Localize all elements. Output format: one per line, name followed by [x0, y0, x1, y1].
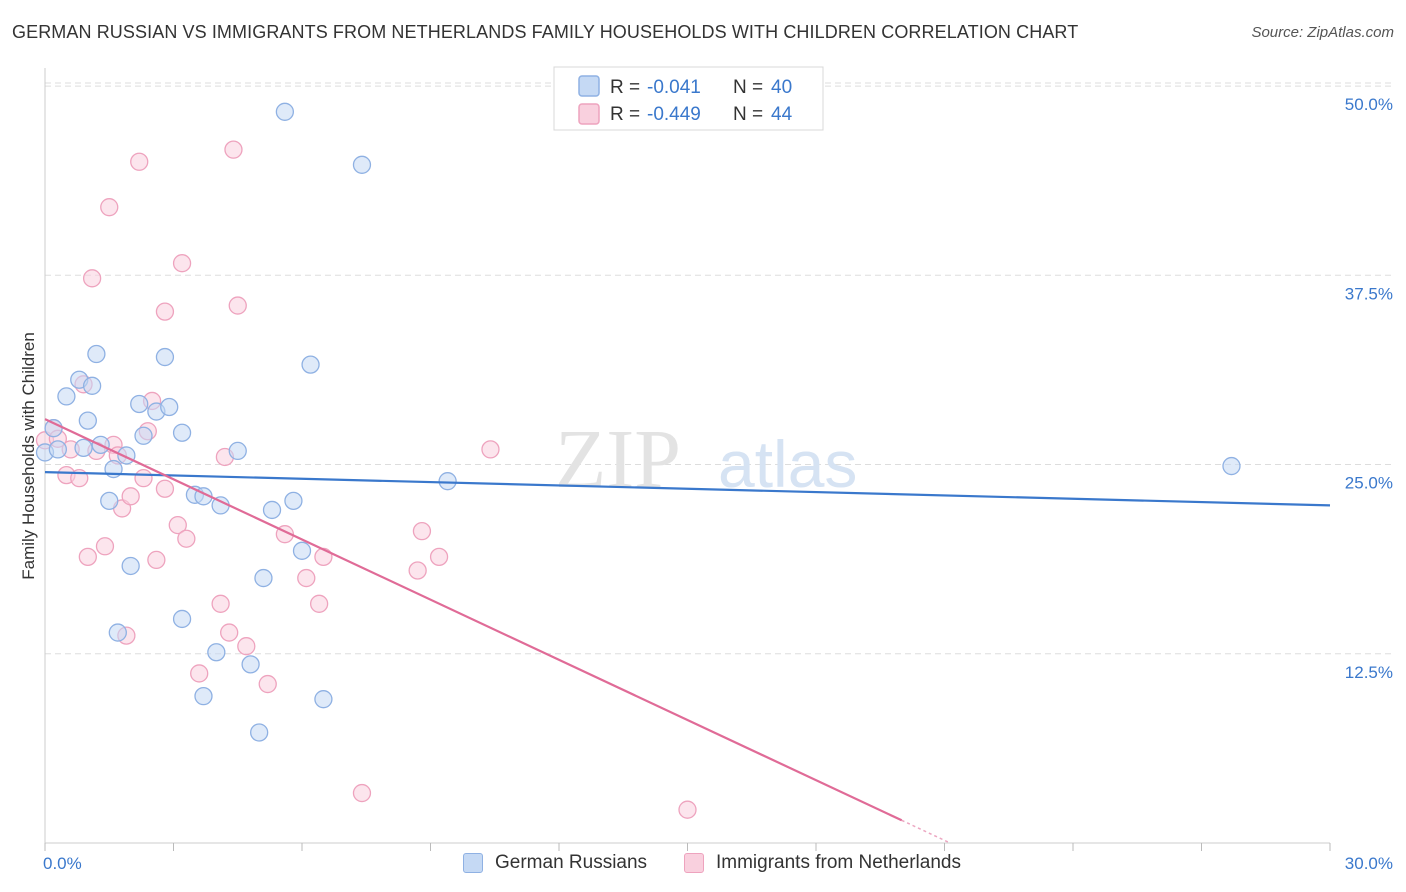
trendlines [44, 418, 1331, 844]
data-point [284, 491, 303, 511]
data-point [82, 376, 102, 395]
data-point [262, 500, 282, 520]
data-point [314, 690, 333, 709]
data-point [314, 547, 333, 567]
data-point [168, 515, 187, 535]
data-point [190, 664, 209, 683]
data-point [177, 529, 196, 548]
data-point [78, 411, 97, 430]
data-point [207, 643, 226, 662]
data-point [211, 594, 230, 613]
data-point [147, 550, 166, 570]
legend-r-value: -0.041 [647, 77, 701, 98]
trendline-immigrants-from-netherlands [44, 418, 903, 822]
data-point [95, 537, 115, 556]
data-point [121, 487, 140, 506]
data-point [352, 155, 372, 174]
data-point [172, 423, 192, 442]
y-tick-label: 12.5% [1345, 663, 1393, 682]
legend-swatch-pink [578, 103, 600, 125]
data-point [74, 438, 93, 458]
y-tick-label: 25.0% [1345, 474, 1393, 493]
data-point [121, 556, 140, 576]
data-point [100, 491, 119, 511]
data-point [134, 469, 153, 488]
data-point [172, 609, 192, 629]
x-ticks [44, 843, 1331, 851]
gridlines [45, 82, 1393, 655]
data-point [220, 623, 239, 642]
y-axis-label: Family Households with Children [19, 332, 38, 580]
data-point [250, 723, 269, 742]
data-point [241, 655, 260, 674]
data-point [228, 296, 247, 315]
legend-r-label: R = [610, 104, 640, 125]
legend-r-label: R = [610, 77, 640, 98]
data-point [108, 623, 127, 642]
data-point [155, 302, 175, 321]
data-point [172, 254, 192, 273]
y-tick-label: 37.5% [1345, 284, 1393, 303]
watermark-zip: ZIP [555, 413, 681, 506]
trendline-german-russians [44, 471, 1331, 507]
chart-title: GERMAN RUSSIAN VS IMMIGRANTS FROM NETHER… [12, 22, 1079, 42]
data-point [412, 521, 432, 541]
legend-swatch-blue [463, 853, 483, 873]
data-point [438, 472, 457, 491]
data-point [194, 687, 213, 706]
data-point [57, 387, 76, 406]
watermark: ZIP atlas [555, 413, 857, 506]
data-point [678, 800, 697, 819]
series-german-russians [35, 102, 1241, 742]
data-point [237, 637, 256, 656]
data-point [155, 479, 175, 498]
legend-label: Immigrants from Netherlands [716, 852, 961, 873]
data-point [408, 561, 427, 580]
legend-swatch-pink [684, 853, 704, 873]
data-point [352, 783, 372, 803]
legend-n-value: 44 [771, 104, 793, 125]
data-point [254, 568, 273, 588]
data-point [160, 397, 179, 417]
data-point [258, 674, 277, 694]
data-point [100, 198, 119, 217]
data-point [155, 347, 175, 367]
data-point [78, 547, 97, 567]
legend-r-value: -0.449 [647, 104, 701, 125]
legend-n-value: 40 [771, 77, 792, 98]
legend-swatch-blue [578, 75, 600, 97]
data-point [130, 394, 149, 414]
data-point [297, 568, 316, 588]
legend-item-immigrants-from-netherlands: Immigrants from Netherlands [684, 852, 961, 874]
y-tick-labels: 12.5% 25.0% 37.5% 50.0% [1345, 95, 1393, 682]
data-point [429, 547, 449, 567]
legend-item-german-russians: German Russians [463, 852, 647, 874]
legend-top: R = -0.041 N = 40 R = -0.449 N = 44 [553, 66, 824, 131]
data-point [1222, 456, 1241, 476]
data-point [292, 541, 312, 560]
data-point [130, 152, 149, 171]
data-point [481, 440, 500, 459]
chart-source: Source: ZipAtlas.com [1251, 24, 1394, 41]
y-tick-label: 50.0% [1345, 95, 1393, 114]
watermark-atlas: atlas [718, 427, 857, 501]
data-point [82, 269, 102, 288]
data-point [228, 441, 247, 461]
data-point [309, 594, 329, 613]
x-tick-label-max: 30.0% [1345, 854, 1393, 873]
data-point [134, 426, 153, 445]
data-point [87, 344, 106, 364]
x-tick-label-min: 0.0% [43, 854, 82, 873]
data-point [275, 102, 295, 121]
data-point [224, 140, 243, 159]
data-point [301, 355, 320, 374]
trendline-extension [901, 819, 951, 844]
data-point [48, 440, 67, 459]
legend-n-label: N = [733, 77, 763, 98]
legend-label: German Russians [495, 852, 648, 873]
legend-n-label: N = [733, 104, 763, 125]
